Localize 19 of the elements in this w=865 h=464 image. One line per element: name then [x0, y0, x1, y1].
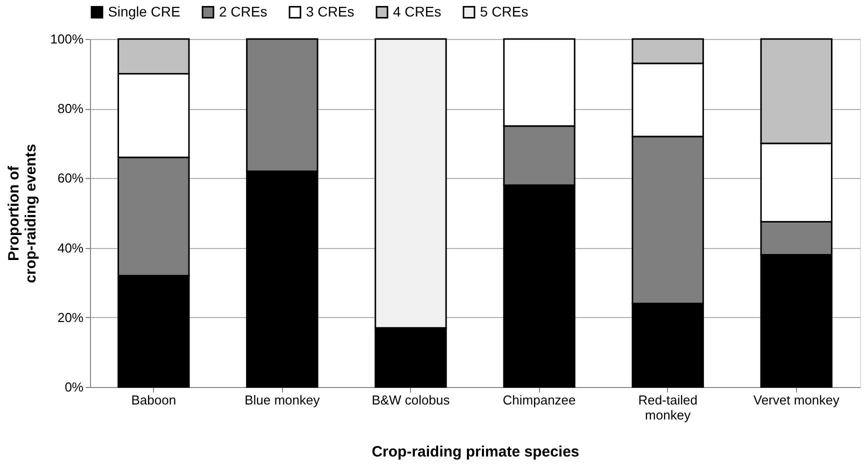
y-tick-label: 20%	[57, 310, 84, 325]
x-tick-label: B&W colobus	[372, 392, 450, 408]
y-axis-title: Proportion of crop-raiding events	[5, 144, 40, 284]
y-tick-label: 60%	[57, 170, 84, 186]
legend-label: 4 CREs	[393, 3, 442, 20]
y-tick-label: 80%	[57, 101, 84, 116]
y-tick-label: 40%	[57, 240, 84, 256]
legend-label: 2 CREs	[219, 3, 268, 20]
x-tick-label: Blue monkey	[244, 392, 320, 408]
y-tick-label: 0%	[64, 380, 84, 394]
x-tick-label: Vervet monkey	[753, 392, 840, 408]
x-tick-label: Red-tailed monkey	[638, 392, 698, 422]
legend-label: 3 CREs	[306, 3, 354, 20]
x-tick-label: Baboon	[131, 392, 176, 408]
x-tick-label: Chimpanzee	[502, 392, 576, 408]
legend-label: Single CRE	[108, 3, 180, 20]
legend-label: 5 CREs	[480, 3, 528, 20]
x-axis-title: Crop-raiding primate species	[372, 444, 580, 460]
y-tick-label: 100%	[50, 32, 84, 46]
